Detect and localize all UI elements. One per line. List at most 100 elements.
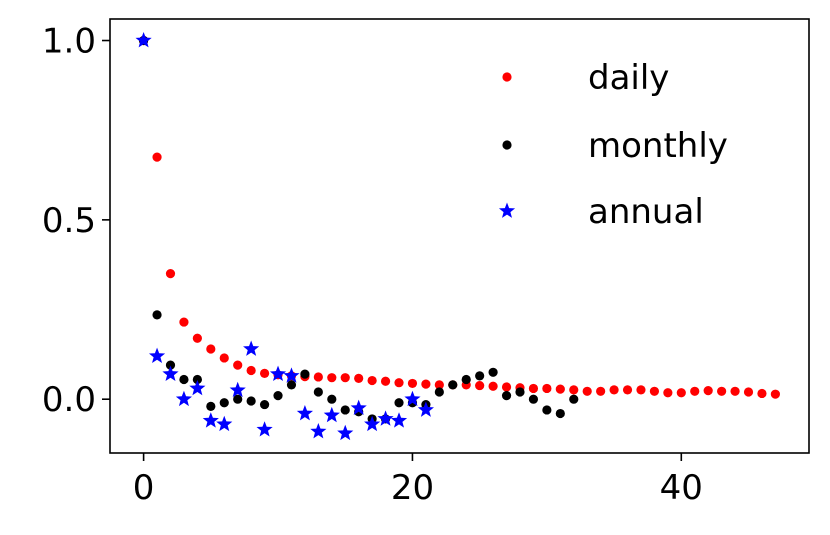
annual-point — [377, 410, 394, 426]
daily-point — [165, 269, 176, 279]
annual-point — [296, 405, 313, 421]
daily-point — [770, 389, 780, 399]
daily-point — [367, 375, 377, 386]
legend-label-annual: annual — [588, 192, 704, 232]
monthly-point — [528, 394, 539, 404]
monthly-point — [246, 396, 256, 406]
annual-point — [189, 379, 206, 396]
annual-point — [256, 421, 273, 437]
monthly-point — [179, 374, 189, 385]
x-axis: 0 20 40 — [133, 453, 703, 508]
daily-point — [327, 373, 337, 383]
legend-label-daily: daily — [588, 58, 669, 98]
annual-point — [337, 424, 354, 441]
daily-point — [757, 388, 767, 399]
annual-point — [229, 381, 246, 398]
annual-point — [243, 340, 260, 356]
plot-area-frame — [109, 18, 810, 454]
daily-point — [421, 379, 431, 389]
legend-marker-daily — [502, 72, 512, 82]
y-tick-label: 1.0 — [42, 22, 96, 62]
annual-point — [216, 415, 233, 432]
monthly-point — [327, 394, 337, 404]
daily-point — [555, 384, 565, 394]
daily-point — [152, 152, 162, 162]
monthly-point — [233, 394, 243, 404]
daily-point — [582, 386, 592, 396]
y-tick-label: 0.0 — [42, 380, 96, 420]
data-marks — [135, 32, 780, 441]
daily-point — [206, 344, 216, 354]
legend-marker-monthly — [502, 140, 512, 150]
x-tick-label: 0 — [133, 468, 155, 508]
monthly-point — [273, 391, 283, 401]
legend-item-monthly: monthly — [502, 126, 728, 166]
monthly-point — [394, 398, 404, 408]
monthly-point — [448, 380, 458, 390]
daily-point — [354, 373, 364, 383]
daily-point — [528, 383, 539, 394]
daily-point — [569, 385, 579, 395]
daily-point — [730, 386, 740, 396]
monthly-point — [515, 387, 525, 397]
daily-point — [649, 386, 660, 396]
monthly-point — [340, 405, 350, 415]
monthly-point — [219, 398, 229, 408]
annual-point — [390, 412, 408, 428]
daily-point — [340, 373, 350, 383]
legend-label-monthly: monthly — [588, 126, 728, 166]
annual-point — [283, 367, 300, 383]
daily-point — [233, 360, 243, 370]
daily-point — [676, 388, 686, 398]
x-tick-label: 20 — [391, 468, 434, 508]
annual-point — [202, 412, 219, 428]
monthly-point — [461, 374, 471, 385]
monthly-point — [259, 399, 270, 410]
monthly-point — [434, 387, 444, 397]
daily-point — [622, 385, 633, 395]
daily-point — [596, 386, 606, 396]
legend-marker-annual — [498, 202, 516, 218]
daily-point — [703, 385, 713, 396]
annual-point — [175, 390, 193, 407]
monthly-point — [569, 394, 579, 404]
monthly-point — [300, 369, 310, 379]
daily-point — [192, 333, 202, 343]
annual-point — [350, 399, 367, 416]
daily-point — [219, 353, 229, 363]
y-tick-label: 0.5 — [42, 201, 96, 241]
monthly-point — [152, 310, 162, 320]
monthly-point — [488, 367, 498, 377]
x-tick-label: 40 — [660, 468, 703, 508]
monthly-point — [313, 387, 323, 397]
annual-point — [323, 406, 340, 423]
daily-point — [394, 378, 404, 388]
monthly-point — [165, 360, 176, 370]
daily-point — [717, 386, 727, 396]
legend-item-annual: annual — [498, 192, 704, 232]
monthly-point — [542, 405, 552, 415]
annual-point — [417, 401, 434, 417]
monthly-point — [206, 401, 216, 411]
daily-point — [313, 372, 323, 382]
daily-point — [501, 382, 512, 392]
annual-point — [148, 347, 166, 364]
annual-point — [310, 422, 327, 439]
annual-point — [135, 32, 152, 48]
daily-point — [542, 383, 552, 394]
y-axis: 0.0 0.5 1.0 — [42, 22, 110, 420]
monthly-point — [501, 391, 512, 401]
monthly-point — [286, 380, 297, 390]
daily-point — [434, 380, 444, 390]
series-annual — [135, 32, 434, 441]
daily-point — [475, 380, 485, 391]
daily-point — [380, 376, 391, 386]
daily-point — [609, 385, 619, 395]
annual-point — [269, 365, 287, 381]
annual-point — [364, 415, 381, 432]
monthly-point — [475, 371, 485, 381]
series-monthly — [139, 35, 579, 424]
daily-point — [636, 385, 646, 395]
annual-point — [162, 365, 179, 381]
